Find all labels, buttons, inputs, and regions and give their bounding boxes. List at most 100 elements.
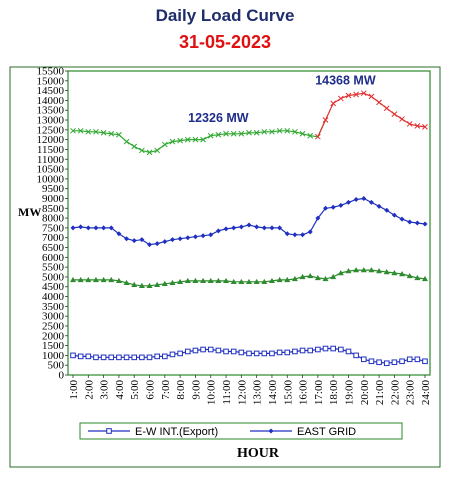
series-3-point — [353, 352, 359, 359]
series-0-point — [177, 137, 183, 144]
series-2-point — [161, 280, 168, 286]
series-0-point — [116, 131, 122, 138]
series-1-point — [108, 225, 114, 231]
series-1-point — [124, 236, 130, 242]
series-0-point — [169, 138, 176, 145]
series-2-point — [223, 277, 230, 284]
series-3-point — [116, 354, 122, 361]
x-tick-label: 23:00 — [405, 380, 417, 406]
series-0-point — [315, 133, 321, 140]
series-0 — [70, 90, 428, 156]
series-1-point — [185, 235, 191, 241]
y-tick-label: 15000 — [37, 75, 65, 87]
series-2-point — [345, 268, 352, 274]
y-tick-label: 500 — [48, 360, 65, 372]
series-1-point — [323, 205, 329, 211]
series-1-point — [422, 221, 428, 227]
series-1-point — [238, 224, 244, 230]
series-3-point — [162, 353, 168, 360]
series-0-point — [131, 143, 138, 150]
series-0-point — [368, 93, 375, 100]
series-1-point — [131, 238, 137, 244]
legend-entry-label: EAST GRID — [297, 426, 356, 438]
series-0-point — [246, 129, 252, 136]
series-0-point — [123, 138, 130, 145]
series-2-point — [131, 281, 138, 287]
y-tick-label: 5500 — [42, 262, 65, 274]
series-1 — [70, 195, 428, 248]
series-1-point — [384, 207, 390, 213]
series-3-point — [223, 348, 229, 355]
series-3-point — [307, 347, 314, 354]
series-2-point — [391, 270, 398, 276]
series-1-point — [261, 225, 267, 231]
y-tick-label: 13500 — [37, 105, 65, 117]
series-3-point — [360, 356, 367, 363]
series-1-point — [154, 241, 160, 247]
series-0-point — [108, 130, 115, 137]
series-1-point — [162, 239, 168, 245]
series-0-point — [100, 129, 107, 136]
series-3-point — [85, 353, 92, 360]
x-tick-label: 1:00 — [68, 380, 80, 400]
y-tick-label: 0 — [59, 370, 65, 382]
series-1-point — [254, 224, 260, 230]
legend-swatch-marker — [268, 428, 274, 434]
series-3-point — [215, 347, 222, 354]
y-tick-label: 10000 — [37, 173, 65, 185]
series-0-point — [77, 127, 84, 134]
x-tick-label: 22:00 — [389, 380, 401, 406]
series-0-point — [399, 116, 405, 122]
series-2-point — [284, 276, 291, 283]
series-2-point — [138, 282, 145, 288]
y-tick-label: 1000 — [42, 350, 65, 362]
x-tick-label: 2:00 — [83, 380, 95, 400]
series-0-point — [406, 121, 413, 127]
y-tick-label: 4000 — [42, 291, 65, 303]
series-1-point — [85, 225, 91, 231]
x-tick-label: 14:00 — [267, 380, 279, 406]
series-0-point — [161, 141, 168, 148]
series-0-point — [215, 131, 222, 138]
series-0-point — [207, 132, 214, 139]
series-3-point — [383, 360, 390, 367]
series-3-point — [253, 350, 260, 357]
series-0-point — [422, 124, 428, 130]
y-axis-label: MW — [18, 205, 41, 219]
series-0-point — [200, 136, 206, 143]
series-0-point — [70, 127, 76, 134]
series-1-point — [269, 225, 275, 231]
series-3-point — [406, 356, 413, 363]
series-1-point — [315, 215, 321, 221]
x-tick-label: 7:00 — [160, 380, 172, 400]
series-1-point — [407, 219, 413, 225]
series-0-point — [253, 129, 260, 136]
series-2-point — [376, 268, 383, 274]
series-1-point — [414, 220, 420, 226]
series-1-point — [116, 231, 122, 237]
series-1-point — [246, 222, 252, 228]
y-tick-label: 8000 — [42, 213, 65, 225]
series-3-point — [422, 358, 428, 365]
series-1-point — [177, 236, 183, 242]
series-2 — [70, 267, 428, 288]
series-2-point — [200, 277, 207, 284]
series-0-point — [93, 128, 99, 135]
legend-box — [79, 422, 403, 440]
series-2-point — [115, 277, 122, 284]
series-2-point — [70, 276, 76, 283]
x-tick-label: 6:00 — [145, 380, 157, 400]
series-3-point — [139, 354, 145, 361]
series-3-point — [276, 349, 283, 356]
series-2-point — [330, 273, 337, 280]
series-3-point — [123, 354, 130, 361]
y-tick-label: 15500 — [37, 66, 65, 78]
series-2-point — [337, 270, 344, 276]
y-tick-label: 1500 — [42, 340, 65, 352]
x-tick-label: 17:00 — [313, 380, 325, 406]
y-tick-label: 13000 — [37, 115, 65, 127]
series-0-point — [376, 99, 382, 106]
series-1-point — [338, 202, 344, 208]
y-tick-label: 5000 — [42, 271, 65, 283]
series-2-point — [184, 277, 191, 284]
